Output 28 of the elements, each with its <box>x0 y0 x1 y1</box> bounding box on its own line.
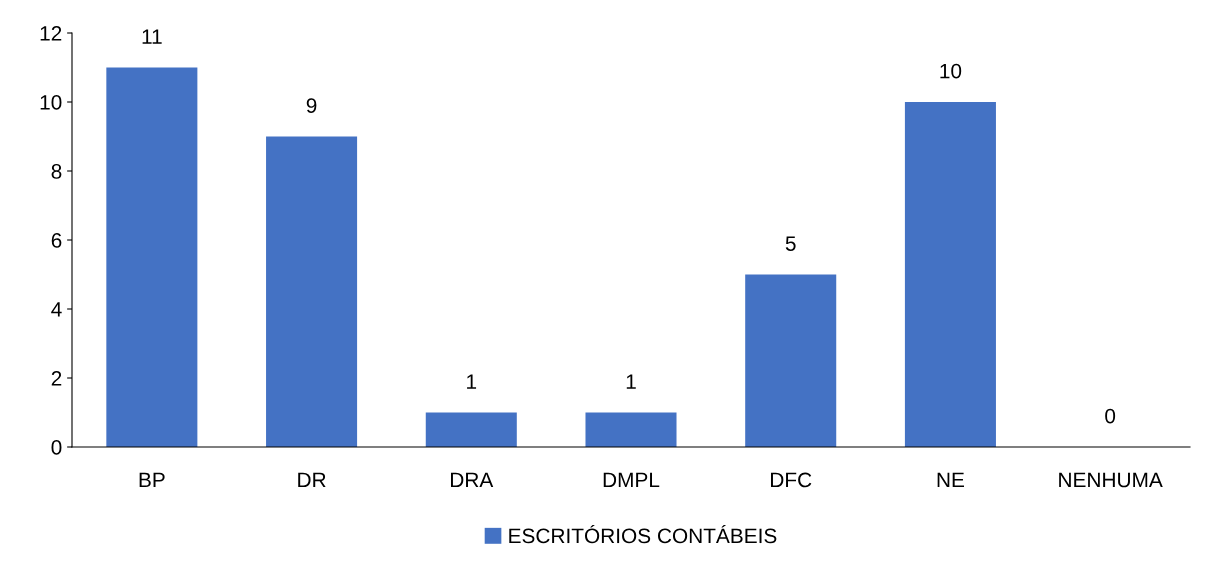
legend-label: ESCRITÓRIOS CONTÁBEIS <box>509 524 777 544</box>
x-tick-label: BP <box>139 472 165 488</box>
bar <box>106 67 198 447</box>
data-label: 0 <box>1105 408 1116 424</box>
x-tick-label: NE <box>937 472 964 488</box>
y-tick-label: 0 <box>51 440 62 455</box>
data-label: 9 <box>306 98 317 113</box>
y-tick-label: 8 <box>51 164 62 179</box>
bar <box>425 412 517 447</box>
x-tick-label: DMPL <box>603 472 660 488</box>
bar <box>266 136 358 447</box>
data-label: 1 <box>626 374 636 389</box>
x-tick-label: NENHUMA <box>1059 472 1163 488</box>
y-tick-label: 4 <box>51 302 62 317</box>
y-tick-label: 10 <box>40 95 62 110</box>
x-tick-label: DR <box>298 472 326 488</box>
data-label: 5 <box>785 236 796 251</box>
bar <box>585 412 677 447</box>
bar <box>904 102 996 447</box>
y-tick-label: 12 <box>40 26 62 41</box>
x-tick-label: DFC <box>771 472 812 488</box>
x-tick-label: DRA <box>451 472 494 488</box>
data-label: 10 <box>940 63 962 79</box>
bar <box>745 274 837 447</box>
data-label: 1 <box>467 374 477 389</box>
y-tick-label: 6 <box>51 233 62 248</box>
data-label: 11 <box>142 29 162 44</box>
y-tick-label: 2 <box>51 371 62 386</box>
